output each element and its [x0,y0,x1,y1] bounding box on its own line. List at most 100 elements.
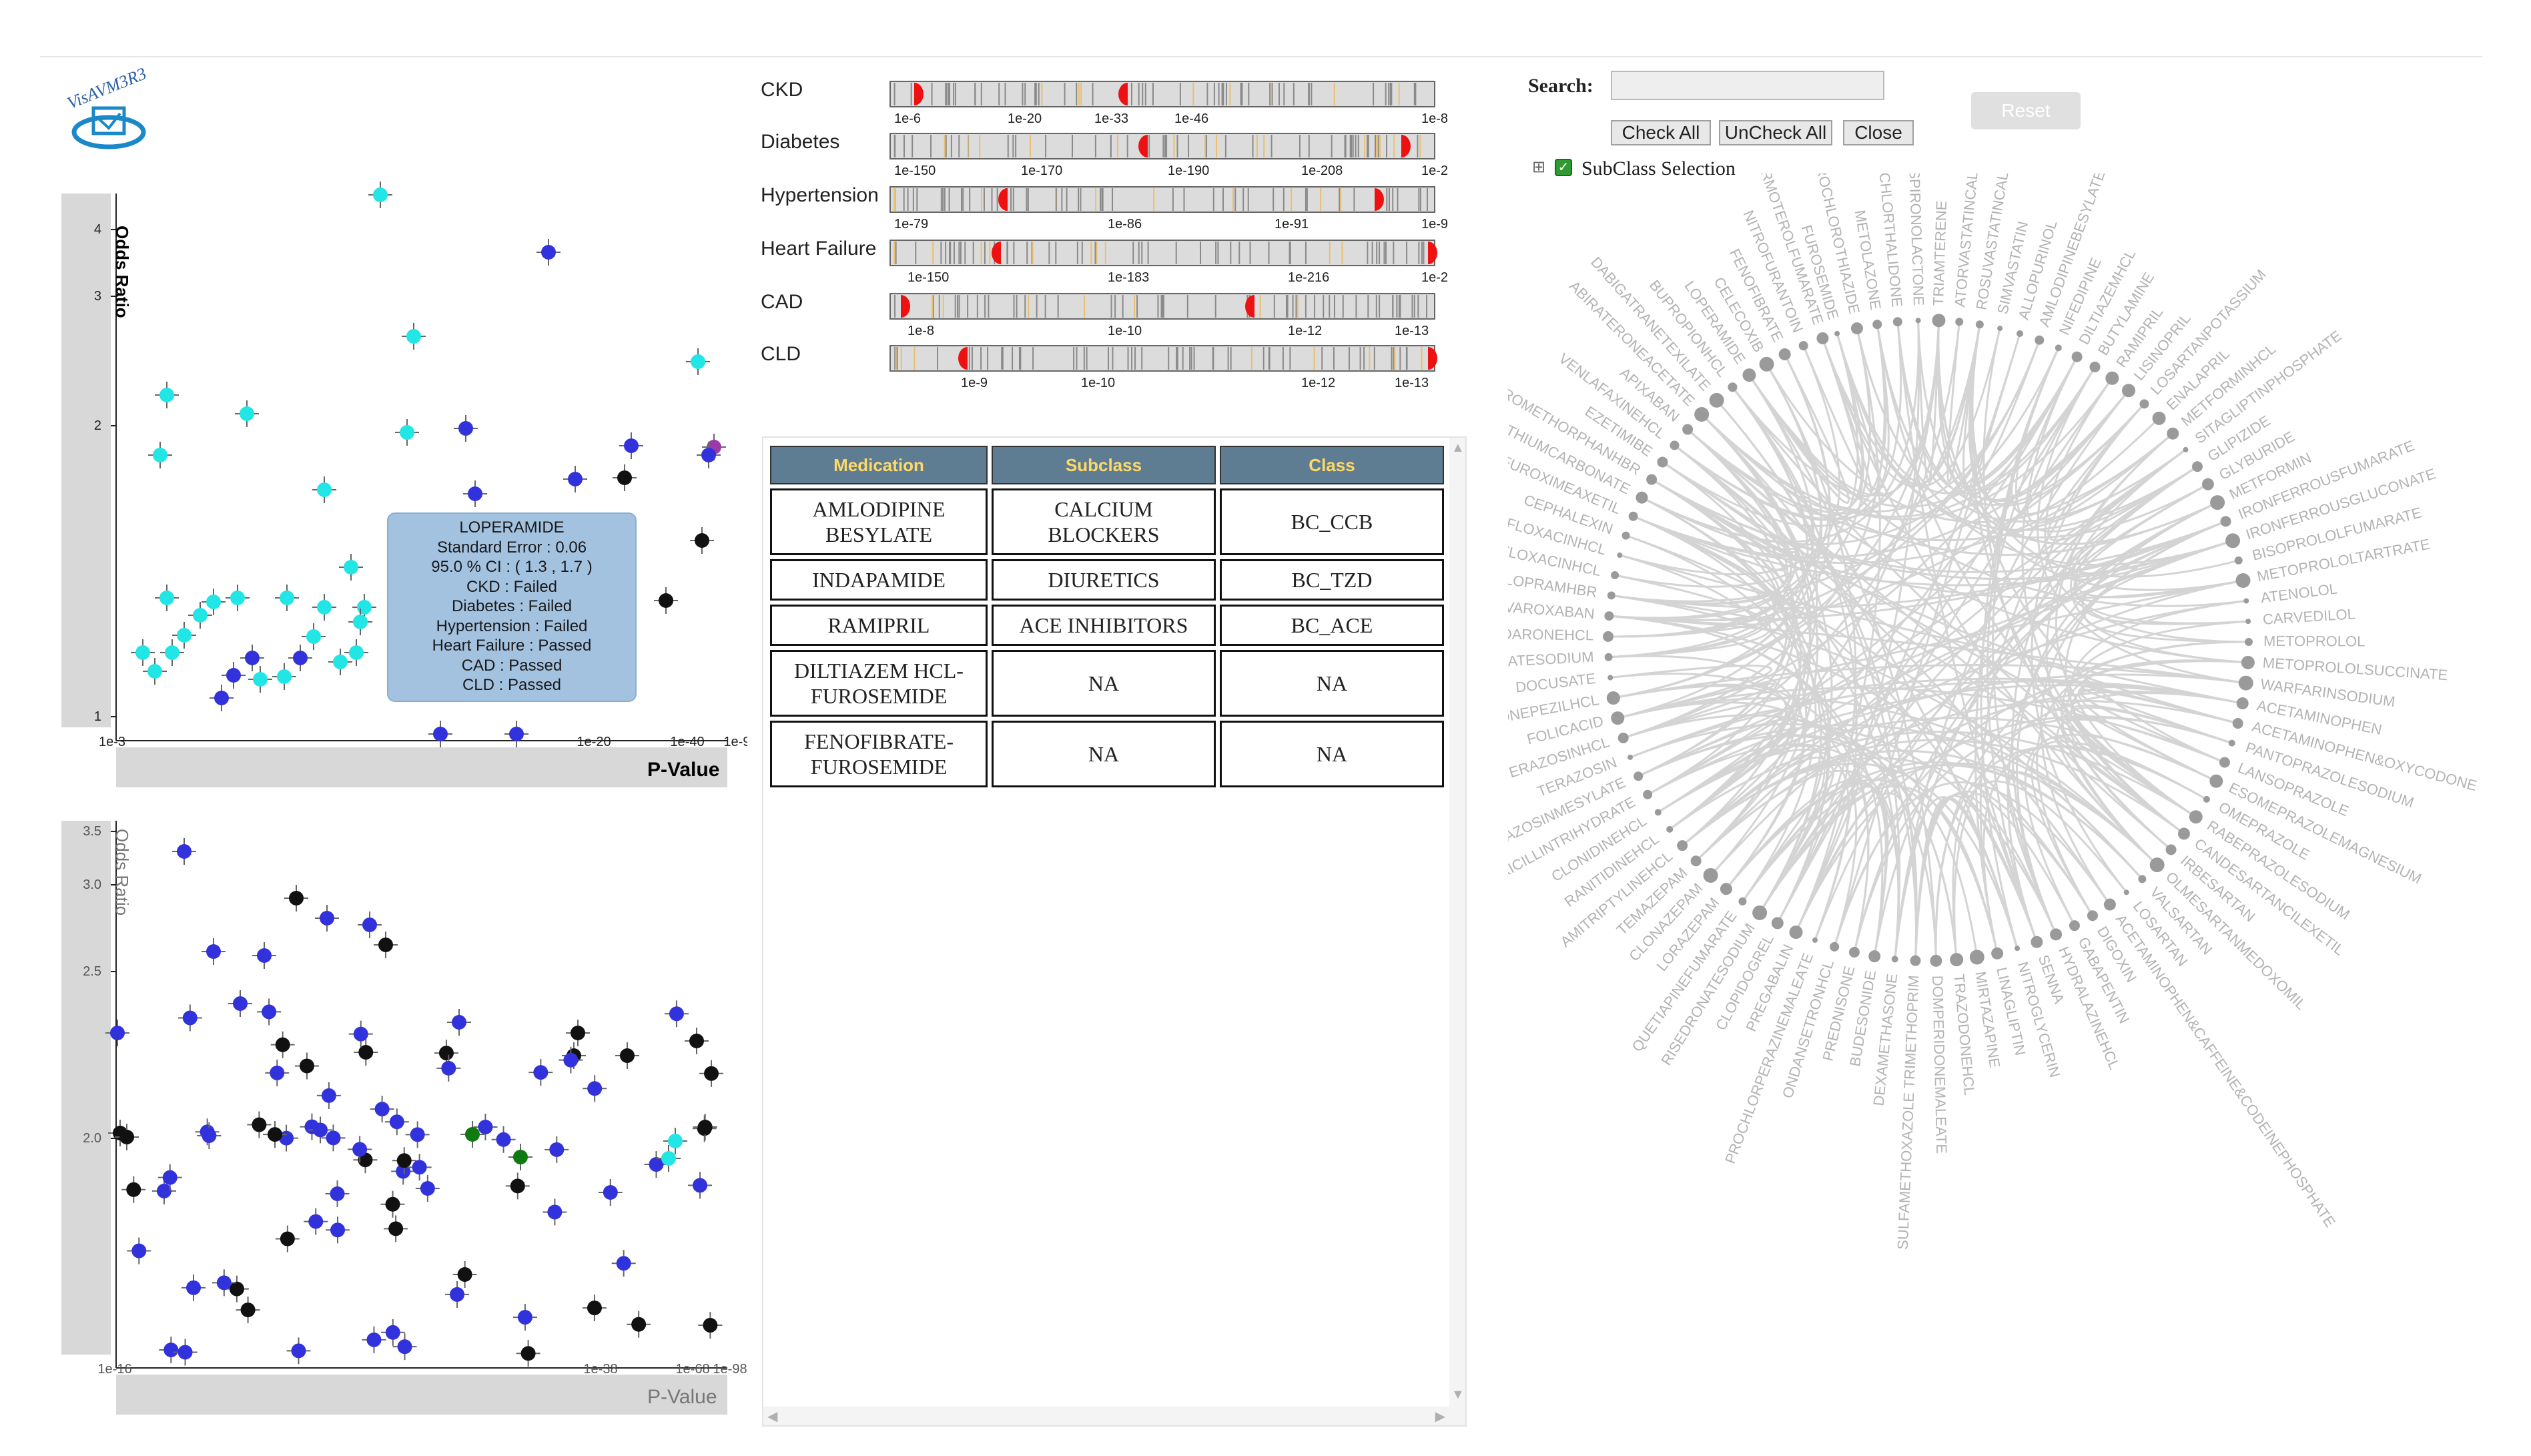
drug-label[interactable]: SULFAMETHOXAZOLE TRIMETHOPRIM [1894,975,1922,1250]
drug-node[interactable] [2016,330,2023,337]
table-row[interactable]: INDAPAMIDE DIURETICS BC_TZD [770,559,1444,601]
drug-node[interactable] [2105,371,2119,385]
cutoff-marker[interactable] [1138,135,1148,157]
data-point[interactable] [202,589,226,615]
drug-node[interactable] [1848,946,1860,958]
data-point[interactable] [210,685,234,711]
drug-node[interactable] [1798,341,1808,351]
data-point[interactable] [344,639,368,666]
drug-node[interactable] [1915,318,1921,324]
data-point[interactable] [566,1020,590,1046]
data-point[interactable] [402,323,426,350]
data-point[interactable] [699,1060,724,1087]
data-point[interactable] [302,623,326,650]
drug-node[interactable] [2203,795,2210,803]
disease-strip[interactable]: 1e-150 1e-183 1e-216 1e-248 [887,238,1448,288]
drug-node[interactable] [1607,675,1613,681]
drug-label[interactable]: DOCUSATESODIUM [1508,649,1594,673]
drug-node[interactable] [2069,920,2080,932]
data-point[interactable] [512,1304,537,1331]
cutoff-marker[interactable] [992,242,1001,264]
data-point[interactable] [686,348,710,375]
data-point[interactable] [384,1215,408,1242]
drug-label[interactable]: CARVEDILOL [2262,605,2356,627]
data-point[interactable] [316,1082,341,1109]
data-point[interactable] [159,1336,184,1363]
cutoff-marker[interactable] [1245,295,1254,318]
drug-node[interactable] [2123,889,2129,895]
data-point[interactable] [177,1004,202,1032]
drug-node[interactable] [2238,675,2253,691]
drug-node[interactable] [2191,461,2203,472]
drug-node[interactable] [1910,955,1921,966]
drug-node[interactable] [2243,598,2249,604]
data-point[interactable] [202,938,226,965]
drug-node[interactable] [1621,531,1630,540]
data-point[interactable] [348,1136,372,1163]
scatter-plot-top[interactable]: Odds Ratio P-Value 4 3 2 1 1e-3 1e-20 1e-40 1e… [53,167,747,794]
data-point[interactable] [583,1075,607,1102]
tree-expand-icon[interactable]: ⊞ [1532,158,1546,176]
drug-node[interactable] [2121,384,2135,398]
drug-node[interactable] [1991,947,2004,960]
drug-label[interactable]: RIVAROXABAN [1508,597,1595,622]
column-header[interactable]: Medication [770,446,988,484]
data-point[interactable] [452,1261,477,1289]
data-point[interactable] [654,587,678,614]
drug-node[interactable] [1891,956,1898,963]
drug-node[interactable] [1812,937,1818,943]
data-point[interactable] [240,645,264,671]
drug-node[interactable] [2235,573,2251,589]
data-point[interactable] [197,1122,222,1149]
data-point[interactable] [491,1126,516,1153]
data-point[interactable] [257,998,282,1026]
drug-node[interactable] [2210,495,2225,510]
data-point[interactable] [348,1020,373,1048]
disease-strip[interactable]: 1e-6 1e-20 1e-33 1e-46 1e-86 [887,79,1448,129]
disease-strip[interactable]: 1e-79 1e-86 1e-91 1e-96 [887,184,1448,235]
data-point[interactable] [275,1225,300,1252]
data-point[interactable] [368,181,392,208]
drug-node[interactable] [1932,314,1946,328]
data-point[interactable] [315,905,339,932]
drug-label[interactable]: ACETAMINOPHEN&CAFFEINE&CODEINEPHOSPHATE [2112,912,2338,1230]
disease-strip[interactable]: 1e-9 1e-10 1e-12 1e-13 [887,343,1448,394]
data-point[interactable] [505,1172,530,1200]
drug-node[interactable] [2103,898,2116,911]
data-point[interactable] [454,415,478,442]
data-point[interactable] [644,1151,669,1178]
data-point[interactable] [270,1031,295,1058]
cutoff-marker[interactable] [958,347,968,370]
drug-node[interactable] [1606,691,1620,705]
data-point[interactable] [160,639,184,666]
data-point[interactable] [212,1269,236,1297]
drug-node[interactable] [2015,946,2021,952]
data-point[interactable] [380,1319,405,1346]
drug-node[interactable] [1604,611,1614,621]
data-point[interactable] [445,1281,470,1308]
drug-node[interactable] [2071,351,2083,362]
data-point[interactable] [611,1250,636,1277]
data-point[interactable] [155,585,179,611]
data-point[interactable] [407,1154,432,1181]
drug-node[interactable] [2055,344,2062,352]
data-point[interactable] [188,602,212,629]
data-point[interactable] [321,1124,346,1152]
column-header[interactable]: Class [1220,446,1444,484]
data-point[interactable] [563,466,587,492]
data-point[interactable] [151,1177,176,1204]
data-point[interactable] [326,1216,350,1244]
disease-strip[interactable]: 1e-150 1e-170 1e-190 1e-208 1e-226 [887,131,1448,181]
drug-label[interactable]: METOPROLOL [2263,633,2366,650]
data-point[interactable] [447,1009,471,1036]
cutoff-marker[interactable] [1401,135,1411,157]
data-point[interactable] [543,1198,567,1226]
drug-node[interactable] [1955,318,1964,326]
data-point[interactable] [697,442,721,468]
data-point[interactable] [415,1175,440,1202]
horizontal-scrollbar[interactable]: ◀ ▶ [763,1407,1465,1425]
drug-node[interactable] [1634,771,1644,781]
drug-node[interactable] [2209,774,2223,788]
data-point[interactable] [688,1172,713,1199]
drug-node[interactable] [2177,827,2190,840]
